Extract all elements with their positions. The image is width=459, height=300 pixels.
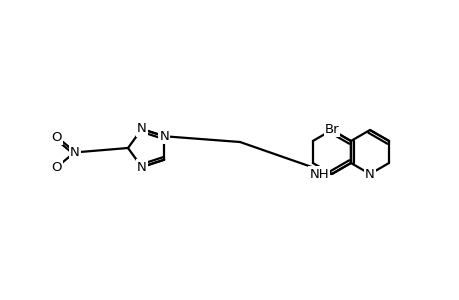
Text: N: N bbox=[70, 146, 80, 158]
Text: NH: NH bbox=[308, 167, 328, 181]
Text: O: O bbox=[51, 130, 62, 143]
Text: N: N bbox=[159, 130, 169, 143]
Text: N: N bbox=[137, 160, 146, 173]
Text: Br: Br bbox=[324, 122, 338, 136]
Text: O: O bbox=[51, 160, 62, 173]
Text: N: N bbox=[364, 167, 374, 181]
Text: N: N bbox=[137, 122, 146, 136]
